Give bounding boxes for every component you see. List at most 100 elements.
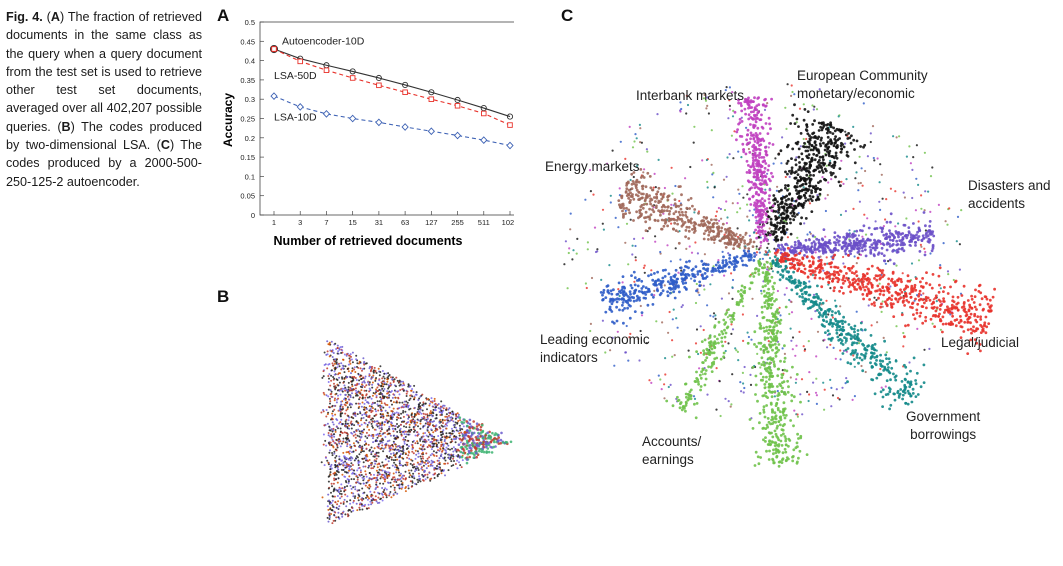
scatter-point [454, 463, 457, 465]
scatter-point [323, 351, 326, 354]
scatter-point [735, 138, 738, 142]
scatter-point [747, 180, 751, 184]
scatter-point [340, 431, 343, 434]
scatter-point [657, 158, 660, 161]
scatter-point [344, 393, 347, 396]
scatter-point [412, 428, 415, 431]
scatter-point [417, 413, 420, 416]
scatter-point [465, 458, 469, 461]
scatter-point [373, 366, 376, 369]
scatter-point [819, 125, 822, 129]
scatter-point [505, 441, 509, 444]
scatter-point [657, 186, 661, 190]
scatter-point [385, 372, 388, 375]
scatter-point [342, 451, 345, 454]
scatter-point [830, 405, 833, 408]
scatter-point [730, 236, 734, 240]
scatter-point [948, 207, 951, 210]
scatter-point [400, 412, 403, 415]
scatter-point [817, 181, 820, 184]
scatter-point [426, 429, 429, 432]
scatter-point [462, 437, 465, 440]
scatter-point [333, 382, 335, 385]
scatter-point [358, 360, 361, 363]
scatter-point [745, 126, 748, 129]
scatter-point [340, 352, 343, 354]
scatter-point [722, 178, 726, 181]
scatter-point [364, 362, 367, 365]
scatter-point [379, 371, 382, 373]
scatter-point [802, 345, 805, 348]
scatter-point [491, 431, 494, 435]
scatter-point [372, 374, 375, 377]
scatter-point [758, 218, 762, 222]
scatter-point [360, 417, 363, 420]
scatter-point [331, 452, 334, 454]
scatter-point [349, 499, 352, 502]
scatter-point [426, 446, 429, 448]
scatter-point [844, 142, 847, 145]
scatter-point [818, 155, 822, 159]
scatter-point [350, 355, 352, 358]
scatter-point [462, 425, 465, 428]
scatter-point [702, 284, 705, 287]
scatter-point [715, 222, 719, 225]
scatter-point [327, 508, 330, 511]
scatter-point [682, 222, 685, 226]
scatter-point [416, 442, 419, 445]
scatter-point [365, 413, 368, 416]
scatter-point [407, 454, 410, 457]
scatter-point [766, 102, 769, 105]
scatter-point [446, 424, 448, 427]
scatter-point [624, 209, 627, 212]
scatter-point [445, 408, 447, 411]
scatter-point [333, 362, 336, 365]
scatter-point [648, 200, 652, 203]
scatter-point [438, 457, 441, 460]
scatter-point [418, 397, 421, 400]
scatter-point [621, 281, 624, 284]
scatter-point [347, 419, 350, 422]
scatter-point [365, 496, 367, 499]
scatter-point [352, 501, 355, 504]
scatter-point [473, 446, 477, 449]
scatter-point [685, 206, 689, 210]
scatter-point [427, 431, 430, 434]
scatter-point [338, 505, 341, 508]
scatter-point [766, 172, 769, 175]
scatter-point [470, 425, 473, 428]
scatter-point [419, 420, 422, 423]
scatter-point [411, 464, 414, 467]
scatter-point [453, 426, 456, 429]
scatter-point [366, 396, 369, 399]
scatter-point [839, 130, 843, 134]
scatter-point [793, 122, 797, 125]
scatter-point [403, 400, 406, 403]
scatter-point [640, 185, 644, 188]
scatter-point [756, 231, 760, 235]
scatter-point [342, 358, 344, 361]
scatter-point [358, 435, 361, 438]
scatter-point [780, 162, 783, 165]
scatter-point [636, 164, 639, 167]
scatter-point [453, 430, 456, 433]
scatter-point [339, 492, 341, 495]
scatter-point [352, 434, 355, 437]
scatter-point [356, 469, 359, 472]
scatter-point [740, 120, 744, 123]
scatter-point [632, 175, 635, 179]
scatter-point [440, 453, 443, 456]
scatter-point [805, 173, 809, 177]
scatter-point [649, 202, 652, 206]
scatter-point [447, 469, 450, 472]
scatter-point [339, 405, 342, 408]
scatter-point [783, 209, 786, 212]
scatter-point [399, 453, 402, 456]
scatter-point [864, 233, 868, 236]
scatter-point [796, 413, 799, 416]
scatter-point [833, 231, 837, 235]
scatter-point [484, 445, 488, 449]
scatter-point [589, 322, 592, 325]
scatter-point [358, 398, 361, 401]
scatter-point [898, 135, 901, 138]
